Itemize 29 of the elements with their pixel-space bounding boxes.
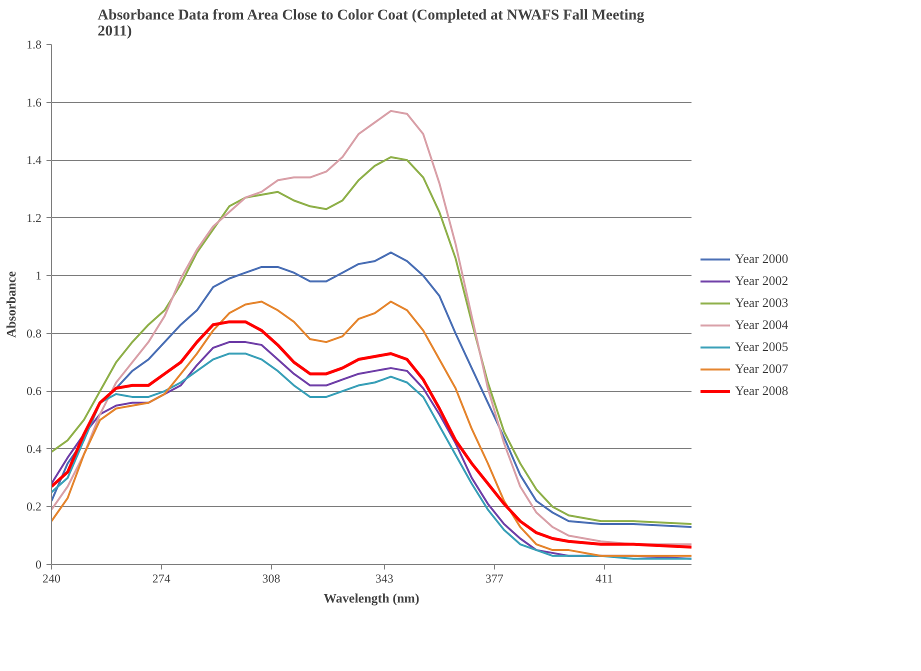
y-tick-label: 0 <box>36 558 42 572</box>
x-tick-label: 411 <box>595 572 614 586</box>
y-tick-label: 0.2 <box>26 500 42 514</box>
x-tick-label: 377 <box>485 572 504 586</box>
line-series <box>52 110 692 546</box>
y-tick-label: 1.6 <box>26 95 42 110</box>
x-tick-label: 240 <box>42 572 60 586</box>
y-tick-label: 0.6 <box>26 384 42 398</box>
x-tick-label: 274 <box>152 572 170 586</box>
y-tick-label: 1.8 <box>26 38 42 52</box>
y-axis-title: Absorbance <box>4 271 18 338</box>
legend-label: Year 2008 <box>735 383 788 399</box>
y-tick-label: 1.2 <box>26 210 42 225</box>
x-axis-title: Wavelength (nm) <box>324 590 420 606</box>
line-series <box>52 156 692 526</box>
legend-label: Year 2002 <box>735 273 788 289</box>
legend-label: Year 2004 <box>735 317 788 333</box>
y-tick-label: 0.8 <box>26 326 42 340</box>
x-tick-label: 308 <box>262 572 280 586</box>
legend-label: Year 2003 <box>735 295 788 311</box>
y-tick-label: 0.4 <box>26 442 42 456</box>
chart-title: Absorbance Data from Area Close to Color Coat (Completed at NWAFS Fall Meeting 2011) <box>98 8 645 40</box>
x-tick-label: 343 <box>375 572 394 586</box>
y-tick-label: 1.4 <box>26 153 42 168</box>
legend-label: Year 2005 <box>735 339 788 355</box>
line-series <box>52 252 692 528</box>
legend-label: Year 2007 <box>735 361 788 377</box>
legend-label: Year 2000 <box>735 251 788 267</box>
y-tick-label: 1 <box>36 268 42 283</box>
